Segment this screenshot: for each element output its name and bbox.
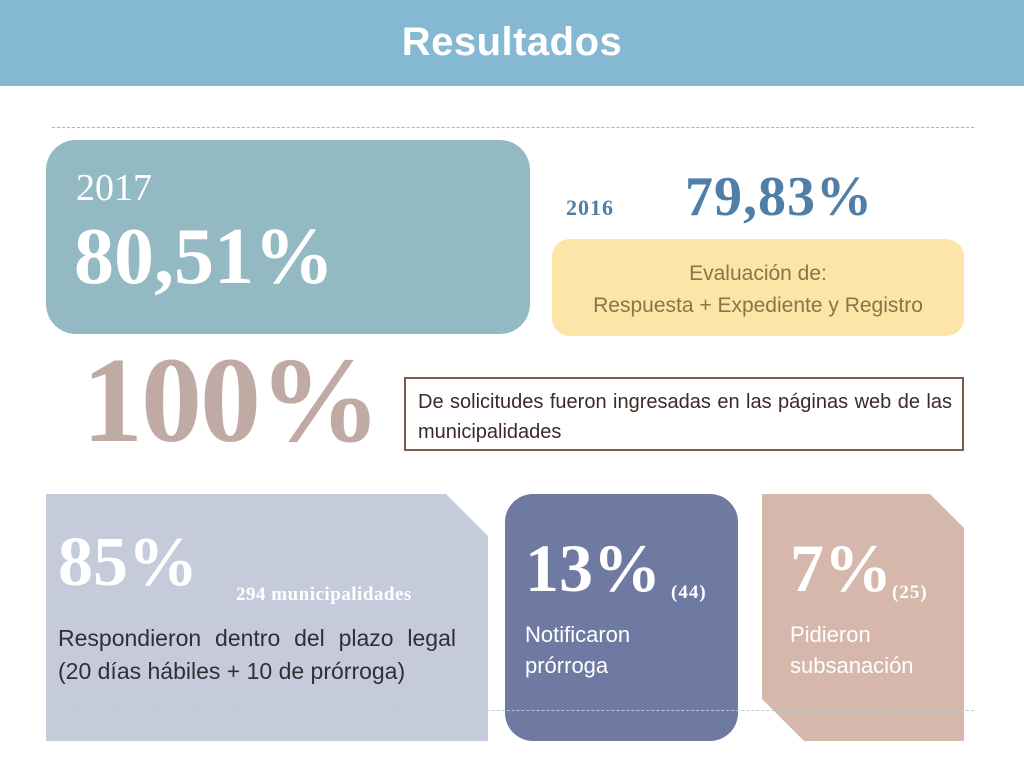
correction-value: 7% — [790, 530, 892, 606]
top-dashed-divider — [52, 127, 974, 128]
correction-text-line-1: Pidieron — [790, 622, 871, 647]
evaluation-line-2: Respuesta + Expediente y Registro — [593, 294, 923, 317]
year-2016-value: 79,83% — [685, 166, 873, 228]
year-2017-label: 2017 — [76, 167, 152, 209]
extension-count: (44) — [671, 582, 707, 603]
web-requests-value: 100% — [82, 333, 381, 468]
web-requests-note: De solicitudes fueron ingresadas en las … — [404, 377, 964, 451]
correction-text-line-2: subsanación — [790, 652, 914, 678]
bottom-dashed-divider — [52, 710, 974, 711]
extension-card: 13% (44) Notificaron prórroga — [505, 494, 738, 741]
correction-text: Pidieron subsanación — [790, 620, 960, 682]
header-bar: Resultados — [0, 0, 1024, 86]
responded-value: 85% — [58, 524, 198, 601]
extension-text: Notificaron prórroga — [525, 620, 725, 682]
extension-text-line-2: prórroga — [525, 652, 609, 678]
extension-text-line-1: Notificaron — [525, 622, 631, 647]
extension-value: 13% — [525, 530, 661, 606]
web-requests-text: De solicitudes fueron ingresadas en las … — [418, 391, 952, 443]
responded-card: 85% 294 municipalidades Respondieron den… — [46, 494, 488, 741]
year-2016-label: 2016 — [566, 195, 614, 220]
result-2017-card: 2017 80,51% — [46, 140, 530, 334]
correction-count: (25) — [892, 582, 928, 603]
correction-card: 7% (25) Pidieron subsanación — [762, 494, 964, 741]
year-2017-value: 80,51% — [74, 213, 334, 301]
evaluation-line-1: Evaluación de: — [689, 262, 827, 285]
responded-count: 294 municipalidades — [236, 584, 412, 605]
page-title: Resultados — [401, 20, 623, 64]
evaluation-note: Evaluación de: Respuesta + Expediente y … — [552, 239, 964, 336]
responded-text: Respondieron dentro del plazo legal (20 … — [58, 625, 456, 685]
